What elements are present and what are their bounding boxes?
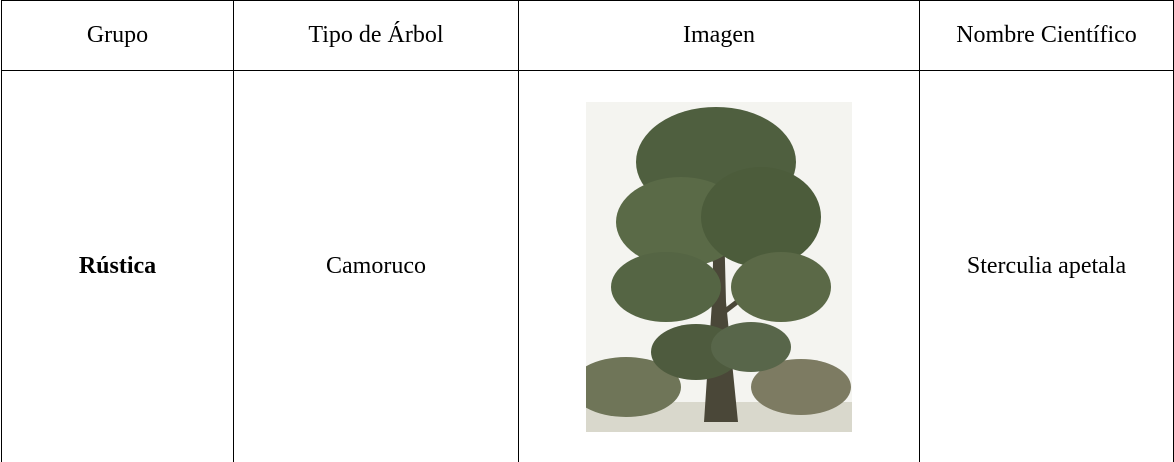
header-cell: Nombre Científico [919,0,1174,71]
group-cell: Rústica [1,70,234,462]
tree-cell: Camoruco [233,70,519,462]
scientific-cell: Sterculia apetala [919,70,1174,462]
header-cell: Tipo de Árbol [233,0,519,71]
image-cell [518,70,920,462]
header-cell: Grupo [1,0,234,71]
header-row: Grupo Tipo de Árbol Imagen Nombre Cientí… [1,0,1174,71]
data-row: Rústica Camoruco Sterculia apetala [1,70,1174,462]
tree-image [586,101,852,432]
header-cell: Imagen [518,0,920,71]
